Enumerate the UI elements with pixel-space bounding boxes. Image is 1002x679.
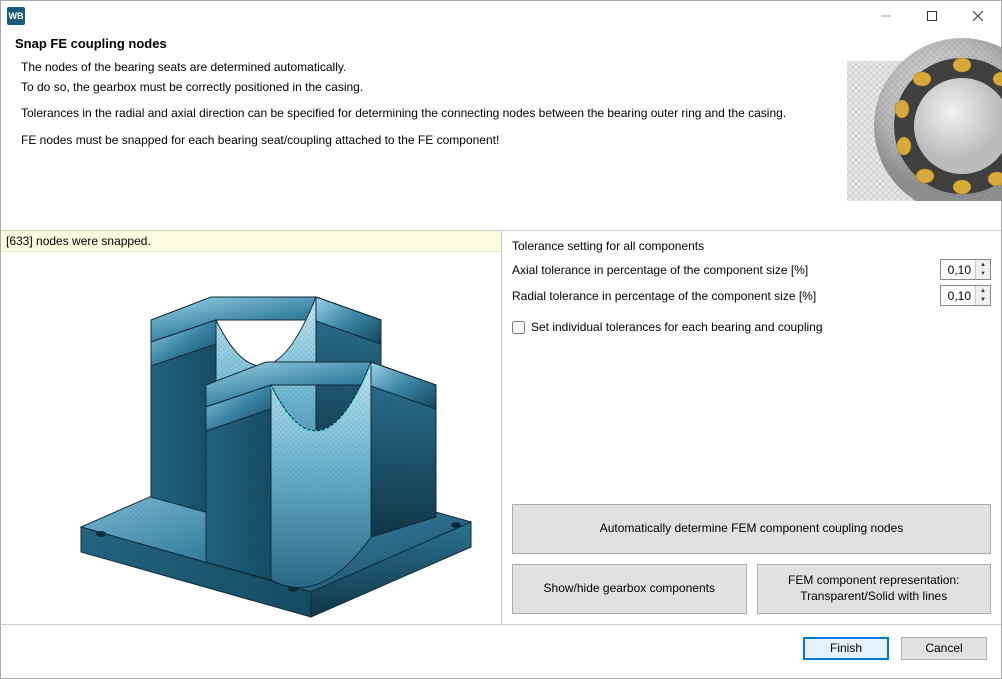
axial-tolerance-row: Axial tolerance in percentage of the com… xyxy=(512,259,991,280)
auto-determine-button[interactable]: Automatically determine FEM component co… xyxy=(512,504,991,554)
axial-tolerance-spinner[interactable]: ▲ ▼ xyxy=(940,259,991,280)
spinner-down-icon[interactable]: ▼ xyxy=(976,270,990,280)
radial-tolerance-row: Radial tolerance in percentage of the co… xyxy=(512,285,991,306)
left-pane: [633] nodes were snapped. xyxy=(1,231,502,624)
right-pane: Tolerance setting for all components Axi… xyxy=(502,231,1001,624)
content: [633] nodes were snapped. xyxy=(1,231,1001,625)
axial-tolerance-label: Axial tolerance in percentage of the com… xyxy=(512,263,940,277)
status-message: [633] nodes were snapped. xyxy=(1,231,501,252)
cancel-button[interactable]: Cancel xyxy=(901,637,987,660)
radial-tolerance-label: Radial tolerance in percentage of the co… xyxy=(512,289,940,303)
finish-button[interactable]: Finish xyxy=(803,637,889,660)
app-icon: WB xyxy=(7,7,25,25)
axial-tolerance-input[interactable] xyxy=(941,263,975,277)
spinner-up-icon[interactable]: ▲ xyxy=(976,260,990,270)
individual-tolerances-row[interactable]: Set individual tolerances for each beari… xyxy=(512,320,991,334)
tolerance-section-title: Tolerance setting for all components xyxy=(512,239,991,253)
spinner-up-icon[interactable]: ▲ xyxy=(976,286,990,296)
fem-representation-button[interactable]: FEM component representation:Transparent… xyxy=(757,564,992,614)
show-hide-gearbox-button[interactable]: Show/hide gearbox components xyxy=(512,564,747,614)
radial-tolerance-input[interactable] xyxy=(941,289,975,303)
footer: Finish Cancel xyxy=(1,625,1001,671)
individual-tolerances-label: Set individual tolerances for each beari… xyxy=(531,320,823,334)
model-viewport[interactable] xyxy=(1,252,501,624)
bearing-preview xyxy=(842,1,1002,201)
header: Snap FE coupling nodes The nodes of the … xyxy=(1,31,1001,231)
individual-tolerances-checkbox[interactable] xyxy=(512,321,525,334)
radial-tolerance-spinner[interactable]: ▲ ▼ xyxy=(940,285,991,306)
spinner-down-icon[interactable]: ▼ xyxy=(976,296,990,306)
